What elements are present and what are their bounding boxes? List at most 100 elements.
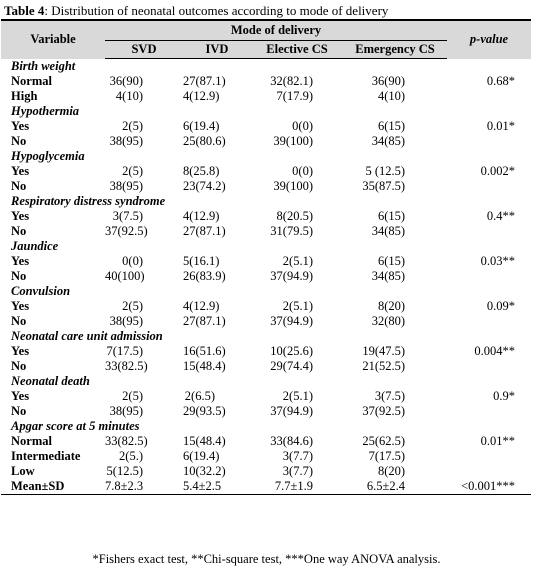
row-label: Normal: [11, 434, 52, 448]
cell-emergency-cs: 21(52.5): [362, 359, 406, 373]
section-header-row: Hypothermia: [1, 104, 531, 119]
table-row: No 38(95) 29(93.5) 37(94.9) 37(92.5): [1, 404, 531, 419]
cell-svd: 38(95): [109, 179, 143, 193]
row-label: Normal: [11, 74, 52, 88]
cell-emergency-cs: 6(15): [377, 254, 406, 268]
section-title: Hypoglycemia: [11, 149, 85, 163]
cell-ivd: 15(48.4): [183, 434, 226, 448]
cell-elective-cs: 33(84.6): [270, 434, 313, 448]
row-label: Yes: [11, 164, 30, 178]
cell-ivd: 16(51.6): [183, 344, 226, 358]
cell-emergency-cs: 3(7.5): [374, 389, 406, 403]
cell-svd: 5(12.5): [106, 464, 143, 478]
cell-ivd: 4(12.9): [183, 209, 220, 223]
cell-svd: 3(7.5): [112, 209, 143, 223]
cell-ivd: 2(6.5): [184, 389, 215, 403]
row-label: Low: [11, 464, 35, 478]
cell-svd: 38(95): [109, 314, 143, 328]
cell-elective-cs: 37(94.9): [270, 314, 313, 328]
cell-emergency-cs: 8(20): [377, 299, 406, 313]
table-row: Yes 2(5) 6(19.4) 0(0) 6(15) 0.01*: [1, 119, 531, 134]
section-title: Respiratory distress syndrome: [11, 194, 166, 208]
section-header-row: Neonatal death: [1, 374, 531, 389]
cell-ivd: 25(80.6): [183, 134, 226, 148]
row-label: Yes: [11, 299, 30, 313]
section-title: Neonatal care unit admission: [11, 329, 163, 343]
table-row: Yes 2(5) 2(6.5) 2(5.1) 3(7.5) 0.9*: [1, 389, 531, 404]
cell-ivd: 27(87.1): [183, 314, 226, 328]
table-caption-label: Table 4: [4, 3, 45, 18]
section-title: Birth weight: [11, 59, 76, 73]
cell-svd: 2(5): [122, 119, 143, 133]
cell-p-value: 0.03**: [480, 254, 516, 268]
row-label: Yes: [11, 389, 30, 403]
cell-elective-cs: 37(94.9): [270, 269, 313, 283]
row-label: Mean±SD: [1, 479, 105, 495]
cell-svd: 0(0): [122, 254, 143, 268]
section-title: Neonatal death: [11, 374, 90, 388]
row-label: Yes: [11, 119, 30, 133]
cell-ivd: 29(93.5): [183, 404, 226, 418]
cell-ivd: 27(87.1): [183, 224, 226, 238]
row-label: No: [11, 359, 27, 373]
section-header-row: Jaundice: [1, 239, 531, 254]
cell-elective-cs: 3(7.7): [282, 449, 313, 463]
cell-ivd: 5.4±2.5: [183, 479, 251, 495]
cell-elective-cs: 7(17.9): [276, 89, 313, 103]
cell-emergency-cs: 32(80): [371, 314, 406, 328]
section-header-row: Respiratory distress syndrome: [1, 194, 531, 209]
header-col-elective-cs: Elective CS: [251, 40, 343, 59]
section-header-row: Hypoglycemia: [1, 149, 531, 164]
table-row: High 4(10) 4(12.9) 7(17.9) 4(10): [1, 89, 531, 104]
cell-elective-cs: 32(82.1): [270, 74, 313, 88]
cell-p-value: [447, 314, 531, 329]
table-row: Yes 3(7.5) 4(12.9) 8(20.5) 6(15) 0.4**: [1, 209, 531, 224]
cell-p-value: 0.9*: [493, 389, 516, 403]
cell-emergency-cs: 6(15): [377, 119, 406, 133]
table-caption-text: : Distribution of neonatal outcomes acco…: [44, 3, 389, 18]
cell-p-value: [447, 179, 531, 194]
table-row: No 38(95) 23(74.2) 39(100) 35(87.5): [1, 179, 531, 194]
section-title: Convulsion: [11, 284, 71, 298]
table-header: Variable Mode of delivery p-value SVD IV…: [1, 20, 532, 59]
cell-emergency-cs: 35(87.5): [362, 179, 406, 193]
section-title: Apgar score at 5 minutes: [11, 419, 140, 433]
cell-svd: 2(5): [122, 164, 143, 178]
cell-elective-cs: 39(100): [273, 179, 313, 193]
cell-emergency-cs: 6(15): [377, 209, 406, 223]
cell-elective-cs: 0(0): [292, 164, 313, 178]
header-variable: Variable: [1, 20, 105, 59]
cell-elective-cs: 2(5.1): [282, 299, 313, 313]
row-label: Intermediate: [11, 449, 81, 463]
cell-emergency-cs: 4(10): [377, 89, 406, 103]
cell-p-value: 0.68*: [486, 74, 516, 88]
table-row: Yes 2(5) 4(12.9) 2(5.1) 8(20) 0.09*: [1, 299, 531, 314]
cell-emergency-cs: 37(92.5): [362, 404, 406, 418]
cell-p-value: [447, 224, 531, 239]
cell-svd: 40(100): [105, 269, 145, 283]
table-caption: Table 4: Distribution of neonatal outcom…: [4, 3, 529, 18]
table-row: Yes 2(5) 8(25.8) 0(0) 5 (12.5) 0.002*: [1, 164, 531, 179]
row-label: Yes: [11, 209, 30, 223]
section-title: Hypothermia: [11, 104, 80, 118]
cell-ivd: 6(19.4): [183, 119, 220, 133]
cell-ivd: 4(12.9): [183, 89, 220, 103]
cell-p-value: 0.01*: [486, 119, 516, 133]
row-label: No: [11, 134, 27, 148]
cell-elective-cs: 2(5.1): [282, 254, 313, 268]
cell-elective-cs: 7.7±1.9: [251, 479, 343, 495]
cell-elective-cs: 3(7.7): [282, 464, 313, 478]
header-col-ivd: IVD: [183, 40, 251, 59]
cell-emergency-cs: 34(85): [371, 134, 406, 148]
cell-svd: 38(95): [109, 404, 143, 418]
cell-svd: 33(82.5): [105, 434, 148, 448]
section-title: Jaundice: [11, 239, 59, 253]
cell-ivd: 15(48.4): [183, 359, 226, 373]
cell-ivd: 27(87.1): [183, 74, 226, 88]
row-label: Yes: [11, 254, 30, 268]
cell-elective-cs: 29(74.4): [270, 359, 313, 373]
cell-p-value: [447, 269, 531, 284]
cell-svd: 38(95): [109, 134, 143, 148]
cell-svd: 2(5.): [119, 449, 143, 463]
cell-ivd: 8(25.8): [183, 164, 220, 178]
